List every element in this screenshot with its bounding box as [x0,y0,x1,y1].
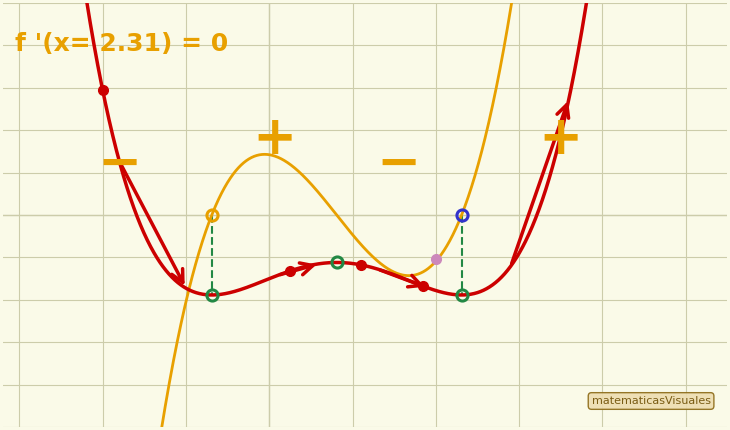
Text: −: − [376,138,420,190]
Text: +: + [252,113,296,165]
Text: +: + [539,113,583,165]
Text: f '(x= 2.31) = 0: f '(x= 2.31) = 0 [15,33,228,56]
Text: matematicasVisuales: matematicasVisuales [591,396,710,406]
Text: −: − [97,138,142,190]
